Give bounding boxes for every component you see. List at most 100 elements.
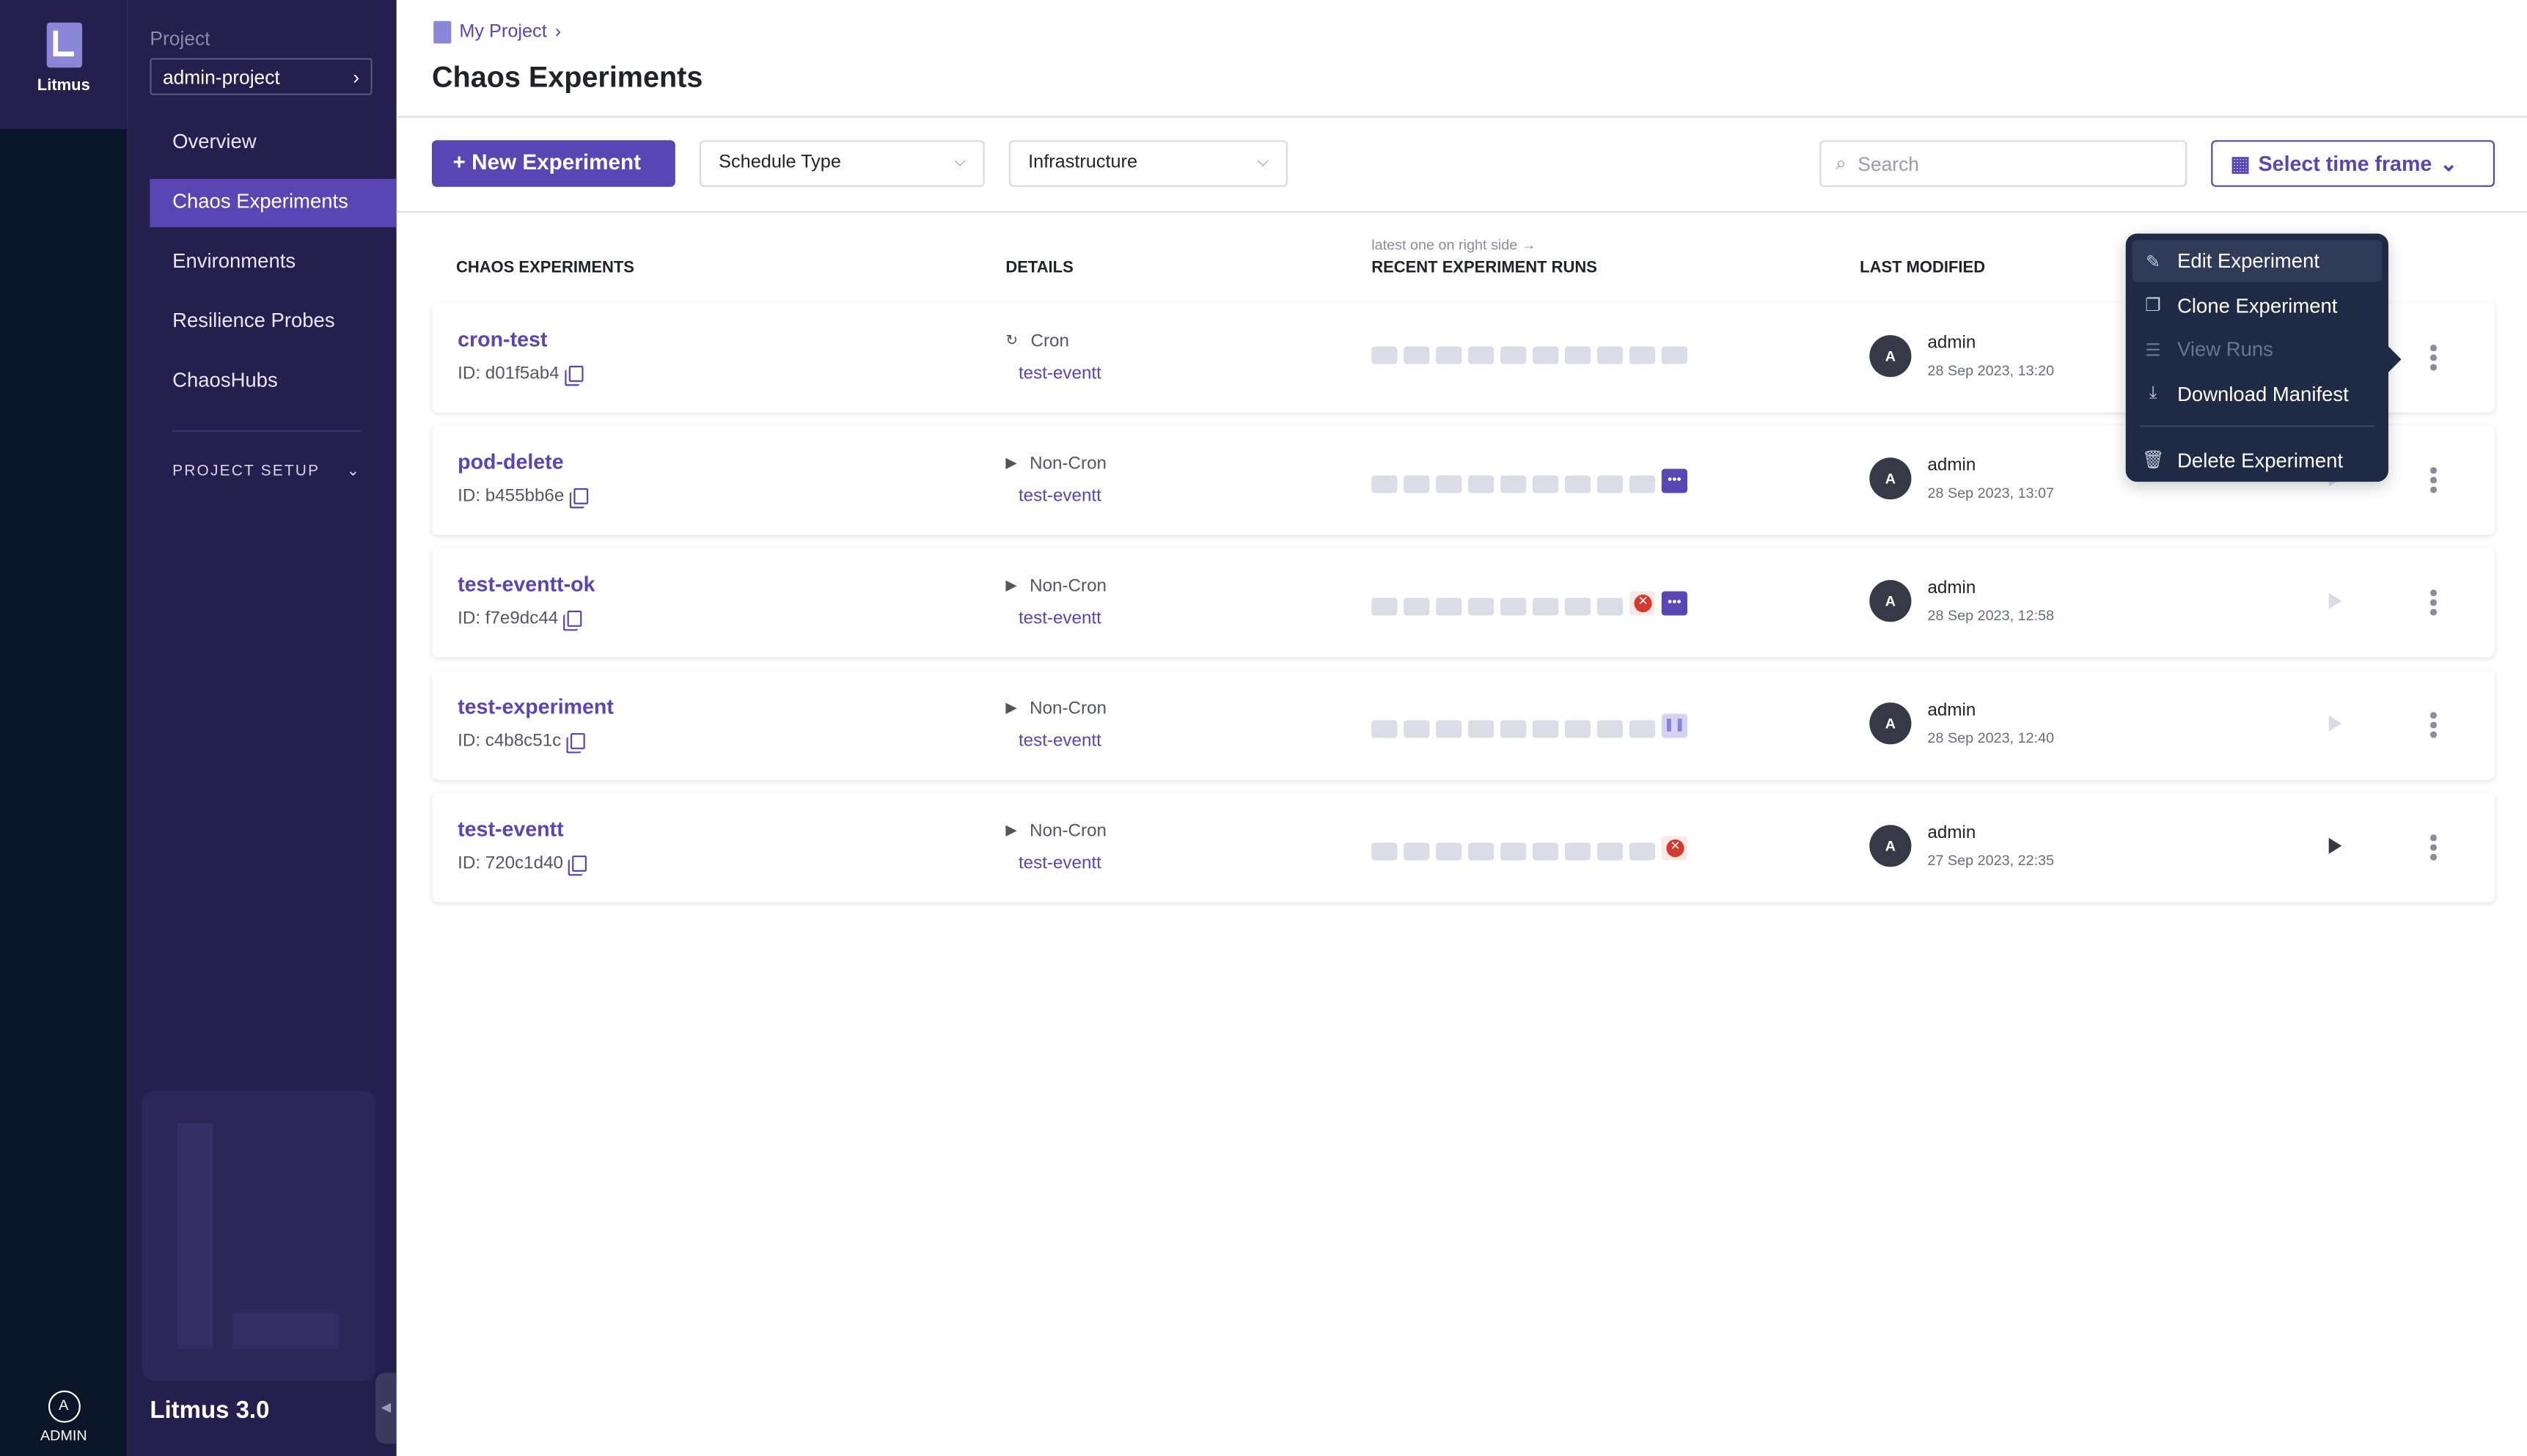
experiment-name-link[interactable]: test-eventt-ok [458,572,595,597]
run-empty[interactable] [1564,475,1591,493]
experiment-id-text: ID: b455bb6e [458,486,565,507]
run-empty[interactable] [1468,346,1494,364]
copy-icon[interactable] [568,610,583,627]
menu-item-clone-experiment[interactable]: ❐ Clone Experiment [2132,284,2383,326]
run-empty[interactable] [1661,346,1687,364]
run-paused[interactable]: ❚❚ [1661,713,1687,738]
more-options-icon[interactable] [2430,712,2437,741]
run-empty[interactable] [1500,842,1527,861]
sidebar-item-environments[interactable]: Environments [172,249,296,273]
copy-icon[interactable] [573,855,587,872]
run-empty[interactable] [1596,598,1624,616]
infrastructure-link[interactable]: test-eventt [1018,364,1101,384]
run-empty[interactable] [1533,346,1559,364]
run-empty[interactable] [1500,475,1527,493]
run-empty[interactable] [1468,842,1494,861]
copy-icon[interactable] [571,732,586,749]
menu-item-edit-experiment[interactable]: ✎ Edit Experiment [2132,240,2383,282]
run-empty[interactable] [1404,842,1430,861]
run-empty[interactable] [1596,720,1624,738]
run-empty[interactable] [1500,720,1527,738]
run-empty[interactable] [1404,720,1430,738]
schedule-type: Cron [1030,331,1069,352]
run-empty[interactable] [1404,346,1430,364]
run-empty[interactable] [1371,475,1398,493]
run-empty[interactable] [1596,475,1624,493]
run-empty[interactable] [1629,475,1656,493]
run-empty[interactable] [1533,475,1559,493]
infrastructure-link[interactable]: test-eventt [1018,486,1101,507]
sidebar-item-chaoshubs[interactable]: ChaosHubs [172,369,278,392]
time-frame-selector[interactable]: ▦ Select time frame ⌄ [2211,140,2495,187]
experiment-context-menu: ✎ Edit Experiment ❐ Clone Experiment ☰ View… [2125,233,2402,482]
project-setup-toggle[interactable]: PROJECT SETUP ⌄ [172,463,361,480]
schedule-type-dropdown[interactable]: Schedule Type ⌵ [699,140,985,187]
run-failed[interactable] [1629,591,1656,616]
breadcrumb-my-project[interactable]: My Project [459,22,547,43]
experiment-name-link[interactable]: cron-test [458,327,548,352]
app-logo-block[interactable]: Litmus [0,0,128,129]
run-empty[interactable] [1500,346,1527,364]
run-running[interactable]: ••• [1661,468,1687,493]
menu-item-delete-experiment[interactable]: 🗑 Delete Experiment [2132,439,2383,481]
run-empty[interactable] [1371,598,1398,616]
more-options-icon[interactable] [2430,834,2437,864]
run-empty[interactable] [1596,842,1624,861]
run-empty[interactable] [1564,346,1591,364]
sidebar-item-overview[interactable]: Overview [172,130,257,153]
run-empty[interactable] [1436,346,1462,364]
new-experiment-button[interactable]: + New Experiment [431,140,675,187]
run-empty[interactable] [1371,346,1398,364]
run-experiment-play-icon[interactable] [2328,715,2342,732]
experiment-name-link[interactable]: test-experiment [458,694,614,719]
run-experiment-play-icon[interactable] [2328,837,2342,854]
schedule-type: Non-Cron [1030,821,1107,842]
user-account[interactable]: A ADMIN [0,1390,128,1444]
run-failed[interactable] [1661,836,1687,861]
run-empty[interactable] [1436,598,1462,616]
infrastructure-link[interactable]: test-eventt [1018,853,1101,874]
collapse-sidebar-button[interactable]: ◀ [375,1372,397,1444]
run-empty[interactable] [1533,842,1559,861]
more-options-icon[interactable] [2430,467,2437,496]
run-empty[interactable] [1436,720,1462,738]
run-empty[interactable] [1564,842,1591,861]
run-empty[interactable] [1564,720,1591,738]
infrastructure-dropdown[interactable]: Infrastructure ⌵ [1008,140,1288,187]
run-empty[interactable] [1533,720,1559,738]
copy-icon[interactable] [568,365,584,382]
copy-icon[interactable] [573,488,589,504]
more-options-icon[interactable] [2430,345,2437,374]
run-empty[interactable] [1533,598,1559,616]
run-empty[interactable] [1629,346,1656,364]
infrastructure-link[interactable]: test-eventt [1018,608,1101,629]
menu-item-view-runs[interactable]: ☰ View Runs [2132,328,2383,370]
menu-item-download-manifest[interactable]: ⤓ Download Manifest [2132,373,2383,415]
run-empty[interactable] [1468,475,1494,493]
run-experiment-play-icon[interactable] [2328,592,2342,609]
experiment-name-link[interactable]: test-eventt [458,817,564,842]
sidebar-item-resilience-probes[interactable]: Resilience Probes [172,309,335,332]
run-empty[interactable] [1500,598,1527,616]
run-running[interactable]: ••• [1661,591,1687,616]
run-empty[interactable] [1629,842,1656,861]
run-empty[interactable] [1468,720,1494,738]
run-empty[interactable] [1468,598,1494,616]
run-empty[interactable] [1596,346,1624,364]
run-empty[interactable] [1371,842,1398,861]
run-empty[interactable] [1404,475,1430,493]
search-input[interactable]: ⌕ Search [1819,140,2187,187]
breadcrumb[interactable]: My Project › [433,21,561,44]
run-empty[interactable] [1564,598,1591,616]
experiment-name-link[interactable]: pod-delete [458,449,564,474]
run-empty[interactable] [1629,720,1656,738]
run-empty[interactable] [1436,475,1462,493]
infrastructure-link[interactable]: test-eventt [1018,731,1101,751]
run-empty[interactable] [1371,720,1398,738]
sidebar-item-chaos-experiments[interactable]: Chaos Experiments [150,178,397,227]
more-options-icon[interactable] [2430,589,2437,619]
run-empty[interactable] [1404,598,1430,616]
project-selector[interactable]: admin-project › [150,58,373,95]
calendar-icon: ▦ [2230,150,2251,175]
run-empty[interactable] [1436,842,1462,861]
